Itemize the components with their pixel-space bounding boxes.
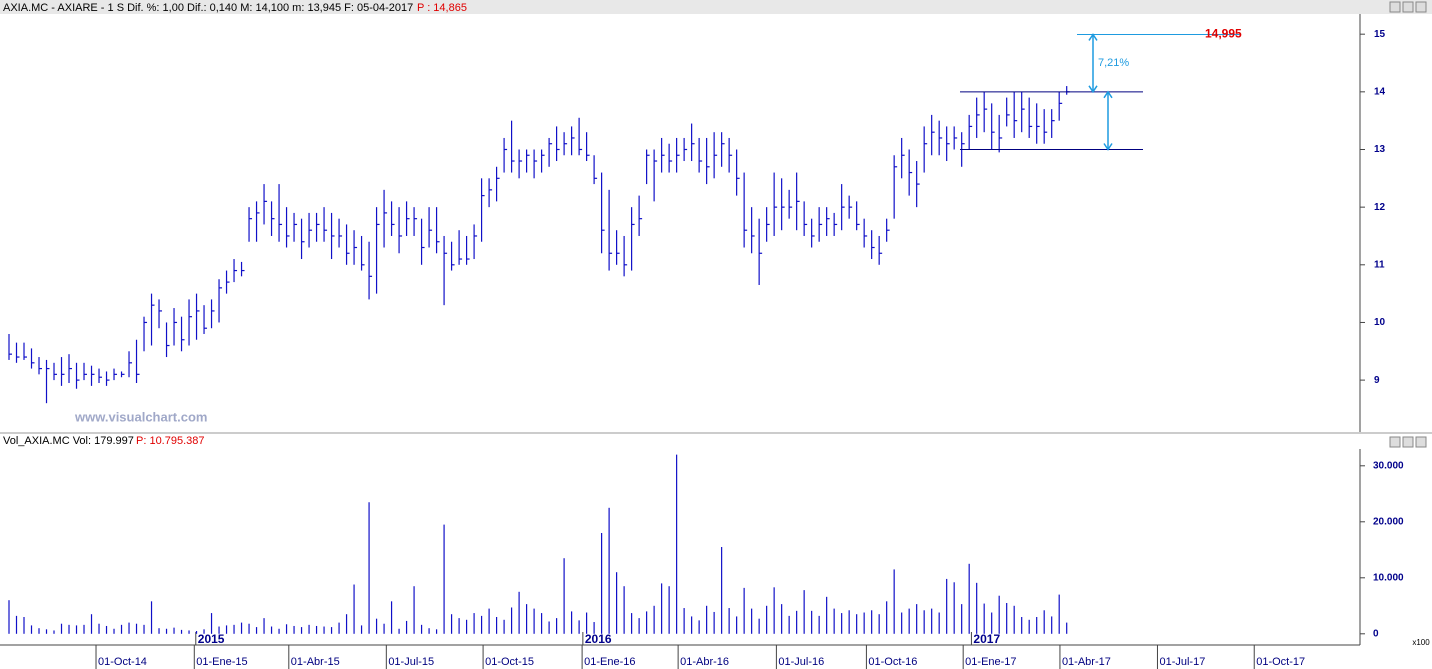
year-label: 2017 — [973, 632, 1000, 646]
x-tick-label: 01-Ene-16 — [584, 656, 635, 668]
button-max[interactable] — [1402, 1, 1414, 13]
x-tick-label: 01-Abr-16 — [680, 656, 729, 668]
volume-total: P: 10.795.387 — [136, 435, 205, 447]
button-close[interactable] — [1415, 1, 1427, 13]
y-tick-label: 13 — [1374, 144, 1386, 155]
arrow-head — [1103, 143, 1113, 151]
volume-title: Vol_AXIA.MC Vol: 179.997 — [3, 435, 134, 447]
y-tick-label: 10 — [1374, 317, 1386, 328]
y-tick-label: 20.000 — [1373, 516, 1404, 527]
x-tick-label: 01-Abr-17 — [1062, 656, 1111, 668]
arrow-head — [1103, 90, 1113, 99]
x-tick-label: 01-Ene-15 — [196, 656, 247, 668]
y-tick-label: 12 — [1374, 202, 1386, 213]
y-tick-label: 9 — [1374, 375, 1380, 386]
x-tick-label: 01-Oct-14 — [98, 656, 147, 668]
y-tick-label: 15 — [1374, 29, 1386, 40]
y-tick-label: 30.000 — [1373, 460, 1404, 471]
button-max[interactable] — [1402, 436, 1414, 448]
watermark: www.visualchart.com — [74, 409, 207, 424]
button-close[interactable] — [1415, 436, 1427, 448]
y-tick-label: 11 — [1374, 259, 1385, 270]
x-tick-label: 01-Jul-17 — [1159, 656, 1205, 668]
year-label: 2016 — [585, 632, 612, 646]
x-tick-label: 01-Abr-15 — [291, 656, 340, 668]
x-tick-label: 01-Oct-16 — [868, 656, 917, 668]
last-price: P : 14,865 — [417, 2, 467, 14]
x-tick-label: 01-Ene-17 — [965, 656, 1016, 668]
chart-title: AXIA.MC - AXIARE - 1 S Dif. %: 1,00 Dif.… — [3, 2, 413, 14]
x-tick-label: 01-Jul-16 — [778, 656, 824, 668]
arrow-head — [1088, 85, 1098, 94]
x-tick-label: 01-Oct-15 — [485, 656, 534, 668]
y-tick-label: 14 — [1374, 86, 1386, 97]
pct-label: 7,21% — [1098, 57, 1129, 69]
target-label: 14,995 — [1205, 27, 1242, 41]
button-up[interactable] — [1389, 436, 1401, 448]
y-tick-label: 10.000 — [1373, 572, 1404, 583]
arrow-head — [1088, 33, 1098, 41]
panel-separator — [0, 432, 1432, 449]
year-label: 2015 — [198, 632, 225, 646]
window-buttons[interactable] — [1389, 1, 1427, 448]
button-up[interactable] — [1389, 1, 1401, 13]
y-tick-label: 0 — [1373, 628, 1379, 639]
x-tick-label: 01-Jul-15 — [388, 656, 434, 668]
unit-label: x100 — [1412, 638, 1430, 647]
x-tick-label: 01-Oct-17 — [1256, 656, 1305, 668]
header-bar — [0, 0, 1432, 14]
